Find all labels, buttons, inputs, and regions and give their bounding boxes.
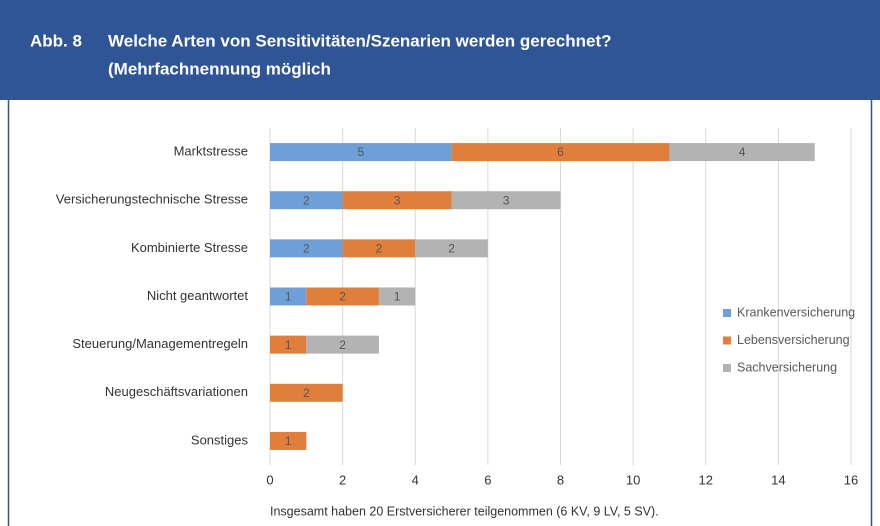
value-label: 2	[376, 242, 383, 256]
bar-segment	[270, 191, 343, 210]
value-label: 2	[339, 338, 346, 352]
title-line: (Mehrfachnennung möglich	[108, 59, 331, 78]
x-tick-label: 4	[412, 472, 419, 487]
bar-segment	[270, 287, 307, 306]
bar-segment	[270, 383, 343, 402]
bar-segment	[306, 335, 379, 354]
category-label: Marktstresse	[174, 144, 248, 159]
bar-segment	[342, 191, 452, 210]
x-tick-label: 14	[771, 472, 785, 487]
footnote: Insgesamt haben 20 Erstversicherer teilg…	[270, 504, 659, 518]
bar-segment	[451, 143, 670, 162]
x-tick-label: 2	[339, 472, 346, 487]
x-tick-label: 8	[557, 472, 564, 487]
bar-segment	[270, 143, 452, 162]
x-tick-label: 10	[626, 472, 640, 487]
bar-segment	[270, 335, 307, 354]
value-label: 1	[285, 290, 292, 304]
category-label: Steuerung/Managementregeln	[72, 336, 248, 351]
legend-swatch	[723, 309, 731, 317]
bar-segment	[415, 239, 488, 258]
legend-swatch	[723, 364, 731, 372]
bar-segment	[378, 287, 416, 306]
value-label: 1	[285, 434, 292, 448]
bar-segment	[306, 287, 379, 306]
value-label: 5	[357, 145, 364, 159]
bar-segment	[451, 191, 561, 210]
bar-segment	[270, 239, 343, 258]
legend-label: Lebensversicherung	[737, 333, 850, 347]
value-label: 4	[739, 145, 746, 159]
title-line: Welche Arten von Sensitivitäten/Szenarie…	[108, 31, 612, 50]
x-tick-label: 0	[266, 472, 273, 487]
value-label: 1	[285, 338, 292, 352]
header-band	[0, 0, 880, 100]
x-tick-label: 6	[484, 472, 491, 487]
value-label: 2	[303, 386, 310, 400]
value-label: 3	[394, 193, 401, 207]
value-label: 1	[394, 290, 401, 304]
bar-segment	[270, 431, 307, 450]
x-tick-label: 12	[699, 472, 713, 487]
bar-segment	[669, 143, 815, 162]
value-label: 2	[339, 290, 346, 304]
value-label: 6	[557, 145, 564, 159]
category-label: Versicherungstechnische Stresse	[56, 192, 248, 207]
value-label: 2	[303, 242, 310, 256]
category-label: Kombinierte Stresse	[131, 240, 248, 255]
category-label: Neugeschäftsvariationen	[105, 384, 248, 399]
value-label: 3	[503, 193, 510, 207]
category-label: Sonstiges	[191, 432, 249, 447]
figure-number: Abb. 8	[30, 31, 82, 50]
legend-label: Krankenversicherung	[737, 305, 855, 319]
bar-segment	[342, 239, 416, 258]
x-tick-label: 16	[844, 472, 858, 487]
value-label: 2	[448, 242, 455, 256]
legend-label: Sachversicherung	[737, 360, 837, 374]
category-label: Nicht geantwortet	[147, 288, 249, 303]
value-label: 2	[303, 193, 310, 207]
legend-swatch	[723, 336, 731, 345]
